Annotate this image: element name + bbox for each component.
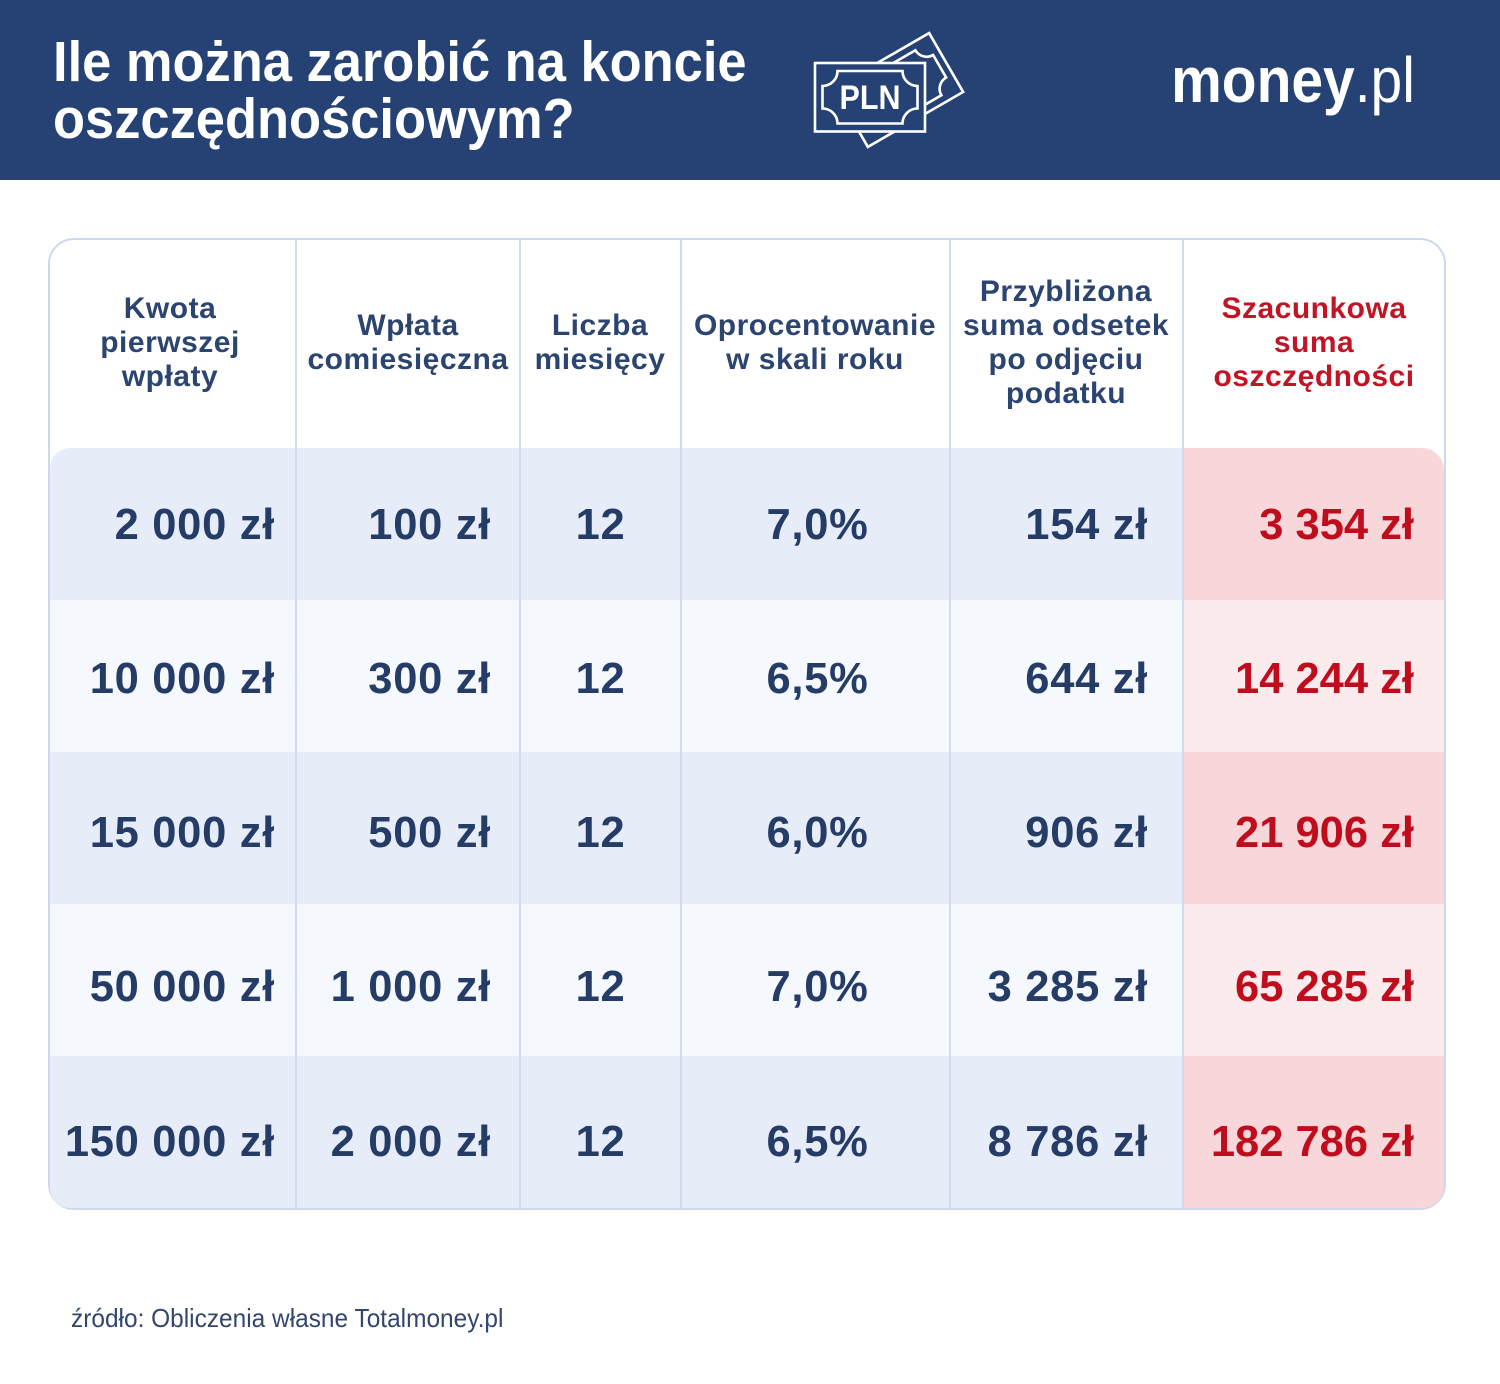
svg-text:PLN: PLN <box>840 79 901 117</box>
